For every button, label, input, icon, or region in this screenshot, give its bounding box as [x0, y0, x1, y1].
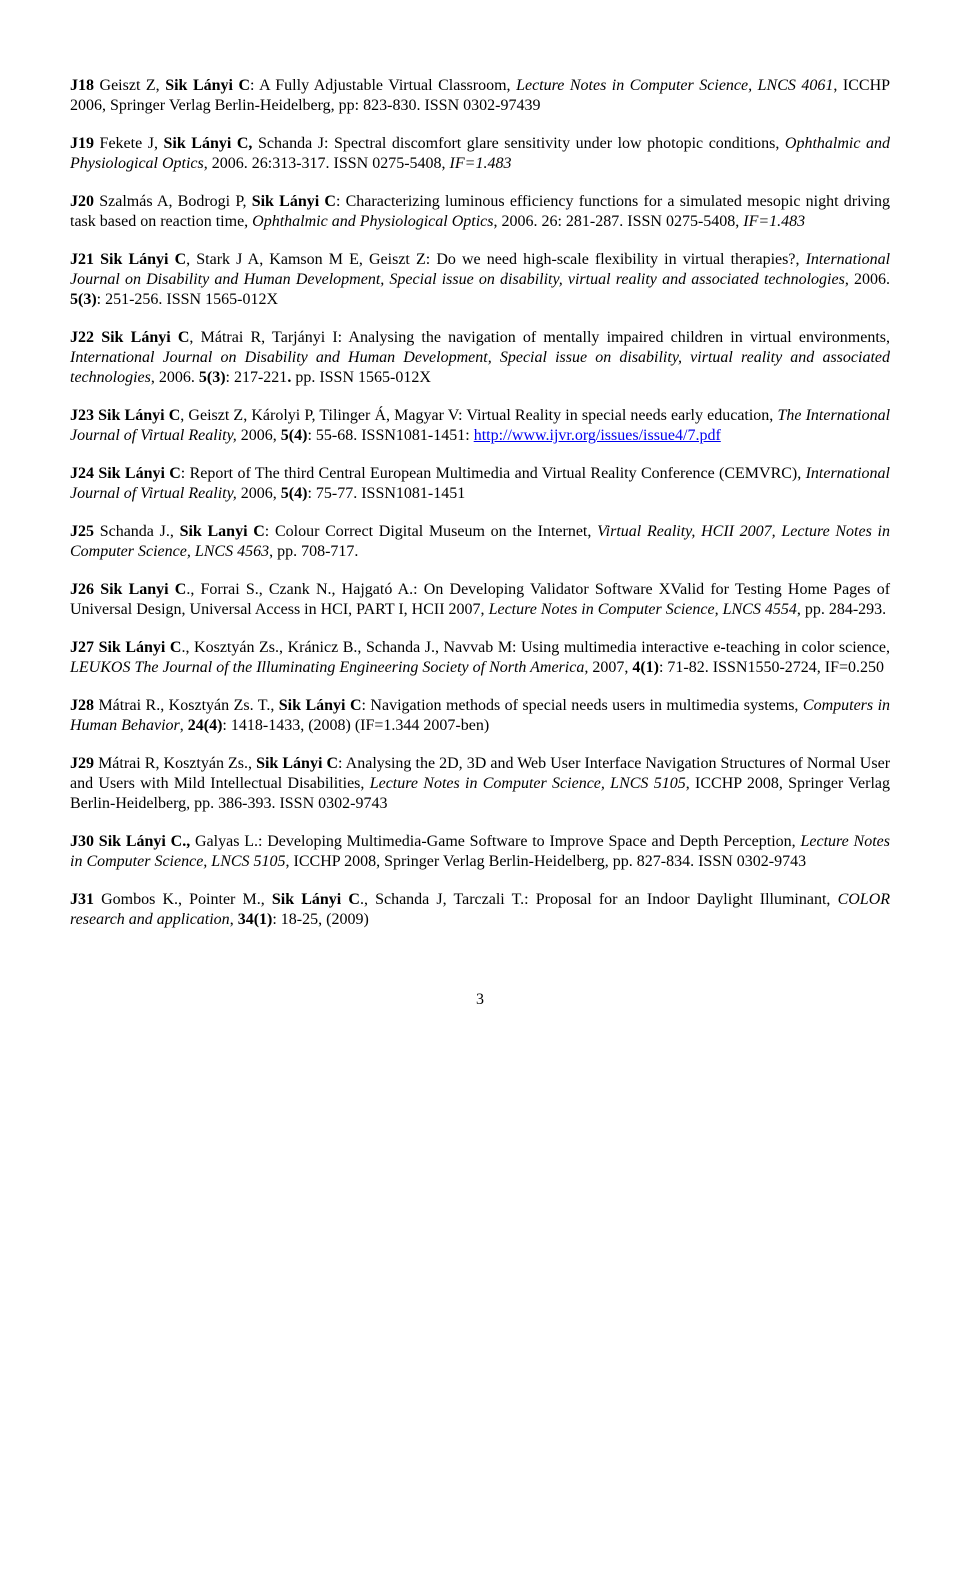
text-segment: , 2006.	[845, 271, 890, 288]
text-segment: Sik Lányi C	[99, 639, 182, 656]
text-segment: , Stark J A, Kamson M E, Geiszt Z: Do we…	[186, 251, 805, 268]
text-segment: J20	[70, 193, 94, 210]
text-segment: 2006,	[237, 427, 281, 444]
text-segment: Sik Lányi C	[165, 77, 250, 94]
publication-entry: J26 Sik Lanyi C., Forrai S., Czank N., H…	[70, 580, 890, 620]
text-segment: J26	[70, 581, 94, 598]
text-segment: , ICCHP 2008, Springer Verlag Berlin-Hei…	[286, 853, 807, 870]
text-segment: Mátrai R, Kosztyán Zs.,	[94, 755, 256, 772]
text-segment: IF=1.483	[743, 213, 805, 230]
text-segment: pp. ISSN 1565-012X	[295, 369, 431, 386]
text-segment: Geiszt Z,	[94, 77, 165, 94]
text-segment: Ophthalmic and Physiological Optics	[252, 213, 493, 230]
text-segment: : 251-256. ISSN 1565-012X	[97, 291, 278, 308]
text-segment: Sik Lányi C	[101, 329, 189, 346]
publication-entry: J20 Szalmás A, Bodrogi P, Sik Lányi C: C…	[70, 192, 890, 232]
text-segment: Sik Lányi C	[272, 891, 360, 908]
text-segment: Fekete J,	[94, 135, 164, 152]
text-segment: J21	[70, 251, 94, 268]
text-segment: , Mátrai R, Tarjányi I: Analysing the na…	[189, 329, 890, 346]
text-segment: Lecture Notes in Computer Science, LNCS …	[516, 77, 833, 94]
text-segment: Sik Lányi C	[98, 465, 180, 482]
text-segment: : Navigation methods of special needs us…	[362, 697, 803, 714]
text-segment: ., Schanda J, Tarczali T.: Proposal for …	[360, 891, 838, 908]
text-segment: : 217-221	[226, 369, 288, 386]
text-segment: 24(4)	[188, 717, 223, 734]
publication-entry: J18 Geiszt Z, Sik Lányi C: A Fully Adjus…	[70, 76, 890, 116]
text-segment: J24	[70, 465, 94, 482]
text-segment: : A Fully Adjustable Virtual Classroom,	[250, 77, 516, 94]
text-segment: , Geiszt Z, Károlyi P, Tilinger Á, Magya…	[180, 407, 777, 424]
text-segment: : 18-25, (2009)	[272, 911, 368, 928]
text-segment: Gombos K., Pointer M.,	[94, 891, 272, 908]
text-segment: Sik Lányi C.,	[99, 833, 195, 850]
publication-entry: J19 Fekete J, Sik Lányi C, Schanda J: Sp…	[70, 134, 890, 174]
text-segment: : 55-68. ISSN1081-1451:	[307, 427, 473, 444]
text-segment: Sik Lányi C	[279, 697, 362, 714]
text-segment: Galyas L.: Developing Multimedia-Game So…	[195, 833, 800, 850]
reference-link[interactable]: http://www.ijvr.org/issues/issue4/7.pdf	[474, 427, 721, 444]
text-segment: 5(3)	[70, 291, 97, 308]
text-segment: , 2006. 26: 281-287. ISSN 0275-5408,	[493, 213, 743, 230]
text-segment: 5(4)	[281, 427, 308, 444]
text-segment: , 2006.	[151, 369, 199, 386]
text-segment: Szalmás A, Bodrogi P,	[94, 193, 252, 210]
text-segment: ,	[180, 717, 188, 734]
text-segment: LEUKOS The Journal of the Illuminating E…	[70, 659, 588, 676]
text-segment: ., Kosztyán Zs., Kránicz B., Schanda J.,…	[181, 639, 890, 656]
text-segment: Lecture Notes in Computer Science, LNCS …	[489, 601, 797, 618]
text-segment: 4(1)	[632, 659, 659, 676]
publication-entry: J22 Sik Lányi C, Mátrai R, Tarjányi I: A…	[70, 328, 890, 388]
text-segment: J19	[70, 135, 94, 152]
text-segment: : Report of The third Central European M…	[181, 465, 806, 482]
text-segment: Schanda J.,	[94, 523, 180, 540]
text-segment: J27	[70, 639, 94, 656]
page-number: 3	[70, 990, 890, 1010]
publication-entry: J23 Sik Lányi C, Geiszt Z, Károlyi P, Ti…	[70, 406, 890, 446]
publication-entry: J28 Mátrai R., Kosztyán Zs. T., Sik Lány…	[70, 696, 890, 736]
text-segment: 34(1)	[238, 911, 273, 928]
text-segment: Mátrai R., Kosztyán Zs. T.,	[94, 697, 279, 714]
text-segment: Lecture Notes in Computer Science, LNCS …	[370, 775, 686, 792]
text-segment: Sik Lányi C	[252, 193, 336, 210]
text-segment: 2007,	[588, 659, 632, 676]
text-segment: , 2006. 26:313-317. ISSN 0275-5408,	[204, 155, 450, 172]
text-segment: J23	[70, 407, 94, 424]
text-segment: : 71-82. ISSN1550-2724, IF=0.250	[659, 659, 884, 676]
publication-list: J18 Geiszt Z, Sik Lányi C: A Fully Adjus…	[70, 76, 890, 930]
text-segment: J18	[70, 77, 94, 94]
text-segment: Sik Lányi C	[256, 755, 338, 772]
text-segment: J30	[70, 833, 94, 850]
text-segment: J22	[70, 329, 94, 346]
text-segment: , pp. 284-293.	[797, 601, 886, 618]
text-segment: Sik Lányi C	[100, 251, 186, 268]
text-segment: Schanda J: Spectral discomfort glare sen…	[252, 135, 784, 152]
publication-entry: J27 Sik Lányi C., Kosztyán Zs., Kránicz …	[70, 638, 890, 678]
publication-entry: J31 Gombos K., Pointer M., Sik Lányi C.,…	[70, 890, 890, 930]
publication-entry: J29 Mátrai R, Kosztyán Zs., Sik Lányi C:…	[70, 754, 890, 814]
text-segment: Sik Lanyi C	[100, 581, 186, 598]
text-segment: J31	[70, 891, 94, 908]
text-segment: 2006,	[237, 485, 281, 502]
text-segment: ,	[230, 911, 238, 928]
text-segment: : Colour Correct Digital Museum on the I…	[265, 523, 597, 540]
text-segment: , pp. 708-717.	[269, 543, 358, 560]
publication-entry: J25 Schanda J., Sik Lanyi C: Colour Corr…	[70, 522, 890, 562]
text-segment: J25	[70, 523, 94, 540]
text-segment: Sik Lányi C,	[164, 135, 253, 152]
text-segment: J29	[70, 755, 94, 772]
text-segment: 5(4)	[281, 485, 308, 502]
publication-entry: J21 Sik Lányi C, Stark J A, Kamson M E, …	[70, 250, 890, 310]
text-segment: Sik Lányi C	[98, 407, 180, 424]
text-segment: : 1418-1433, (2008) (IF=1.344 2007-ben)	[222, 717, 489, 734]
text-segment: J28	[70, 697, 94, 714]
publication-entry: J30 Sik Lányi C., Galyas L.: Developing …	[70, 832, 890, 872]
text-segment: 5(3)	[199, 369, 226, 386]
text-segment: Sik Lanyi C	[180, 523, 265, 540]
text-segment: : 75-77. ISSN1081-1451	[307, 485, 465, 502]
publication-entry: J24 Sik Lányi C: Report of The third Cen…	[70, 464, 890, 504]
text-segment: IF=1.483	[450, 155, 512, 172]
